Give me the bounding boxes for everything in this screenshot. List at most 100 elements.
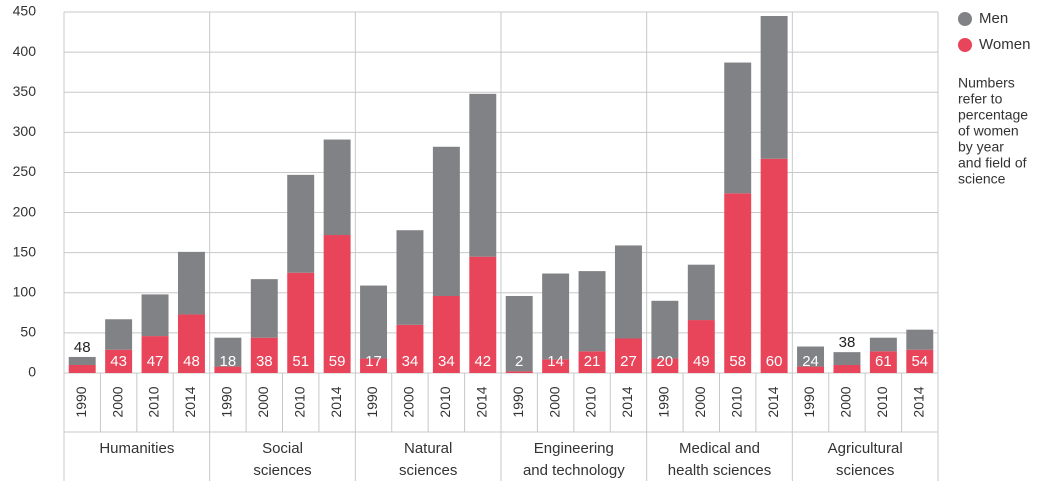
percent-label: 48 [183,353,200,370]
legend-swatch [958,38,972,52]
group-label: Humanities [99,440,174,457]
percent-label: 2 [515,353,523,370]
group-label: and technology [523,462,625,479]
bar-segment [614,245,642,339]
percent-label: 48 [74,339,91,356]
bar-segment [869,337,897,352]
group-label: Medical and [679,440,760,457]
note: by year [958,139,1004,155]
group-label: sciences [253,462,311,479]
x-tick-label: 2014 [473,386,489,417]
y-tick-label: 150 [13,243,37,259]
percent-label: 20 [657,353,674,370]
bar-segment [797,366,825,373]
bar-segment [578,351,606,373]
y-tick-label: 450 [13,3,37,19]
group-label: Natural [404,440,452,457]
bar-segment [360,358,388,373]
x-tick-label: 2010 [291,386,307,417]
group-label: Engineering [534,440,614,457]
bar-segment [287,174,315,273]
bar-segment [833,352,861,365]
y-tick-label: 250 [13,163,37,179]
x-tick-label: 2000 [546,386,562,417]
bar-segment [542,359,570,373]
bar-segment [578,271,606,352]
percent-label: 49 [693,353,710,370]
y-tick-label: 0 [28,364,36,380]
bar-segment [68,356,96,365]
bar-segment [432,295,460,373]
group-label: Social [262,440,303,457]
x-tick-label: 2000 [838,386,854,417]
bar-segment [724,62,752,194]
bar-segment [323,139,351,236]
bar-segment [469,93,497,257]
x-tick-label: 1990 [219,386,235,417]
note: percentage [958,107,1028,123]
x-tick-label: 2000 [692,386,708,417]
bar-segment [614,338,642,373]
bar-segment [323,235,351,373]
y-tick-label: 350 [13,83,37,99]
bar-segment [687,264,715,321]
bar-segment [505,371,533,373]
bar-segment [542,273,570,360]
percent-label: 43 [110,353,127,370]
x-tick-label: 1990 [364,386,380,417]
bar-segment [432,146,460,296]
bar-segment [760,16,788,159]
bar-segment [760,158,788,373]
x-tick-label: 1990 [656,386,672,417]
bar-segment [68,364,96,373]
x-tick-label: 2010 [874,386,890,417]
bar-segment [141,294,169,337]
percent-label: 47 [147,353,164,370]
bar-segment [105,319,133,350]
percent-label: 54 [911,353,928,370]
bar-segment [687,320,715,373]
percent-label: 58 [729,353,746,370]
bar-segment [724,193,752,373]
y-tick-label: 400 [13,43,37,59]
percent-label: 34 [438,353,455,370]
note: refer to [958,91,1003,107]
percent-label: 61 [875,353,892,370]
percent-label: 34 [402,353,419,370]
legend-label: Men [979,10,1008,27]
bar-segment [141,336,169,373]
percent-label: 27 [620,353,637,370]
percent-label: 38 [839,334,856,351]
bar-segment [396,324,424,373]
percent-label: 14 [547,353,564,370]
bar-segment [833,364,861,373]
x-tick-label: 2010 [583,386,599,417]
bar-segment [214,366,242,373]
bar-segment [396,230,424,325]
legend-swatch [958,12,972,26]
bar-segment [177,251,205,315]
percent-label: 18 [220,353,237,370]
percent-label: 38 [256,353,273,370]
bar-segment [505,295,533,372]
bar-segment [469,256,497,373]
percent-label: 59 [329,353,346,370]
percent-label: 51 [292,353,309,370]
bar-segment [214,337,242,367]
y-tick-label: 300 [13,123,37,139]
x-tick-label: 2010 [146,386,162,417]
bar-segment [869,351,897,373]
bar-segment [287,272,315,373]
note: and field of [958,155,1027,171]
group-label: sciences [836,462,894,479]
x-tick-label: 2014 [910,386,926,417]
x-tick-label: 2014 [765,386,781,417]
x-tick-label: 2000 [401,386,417,417]
bar-segment [250,337,278,373]
note: of women [958,123,1019,139]
group-label: sciences [399,462,457,479]
group-label: Agricultural [828,440,903,457]
percent-label: 24 [802,353,819,370]
bar-segment [360,285,388,359]
y-tick-label: 200 [13,203,37,219]
